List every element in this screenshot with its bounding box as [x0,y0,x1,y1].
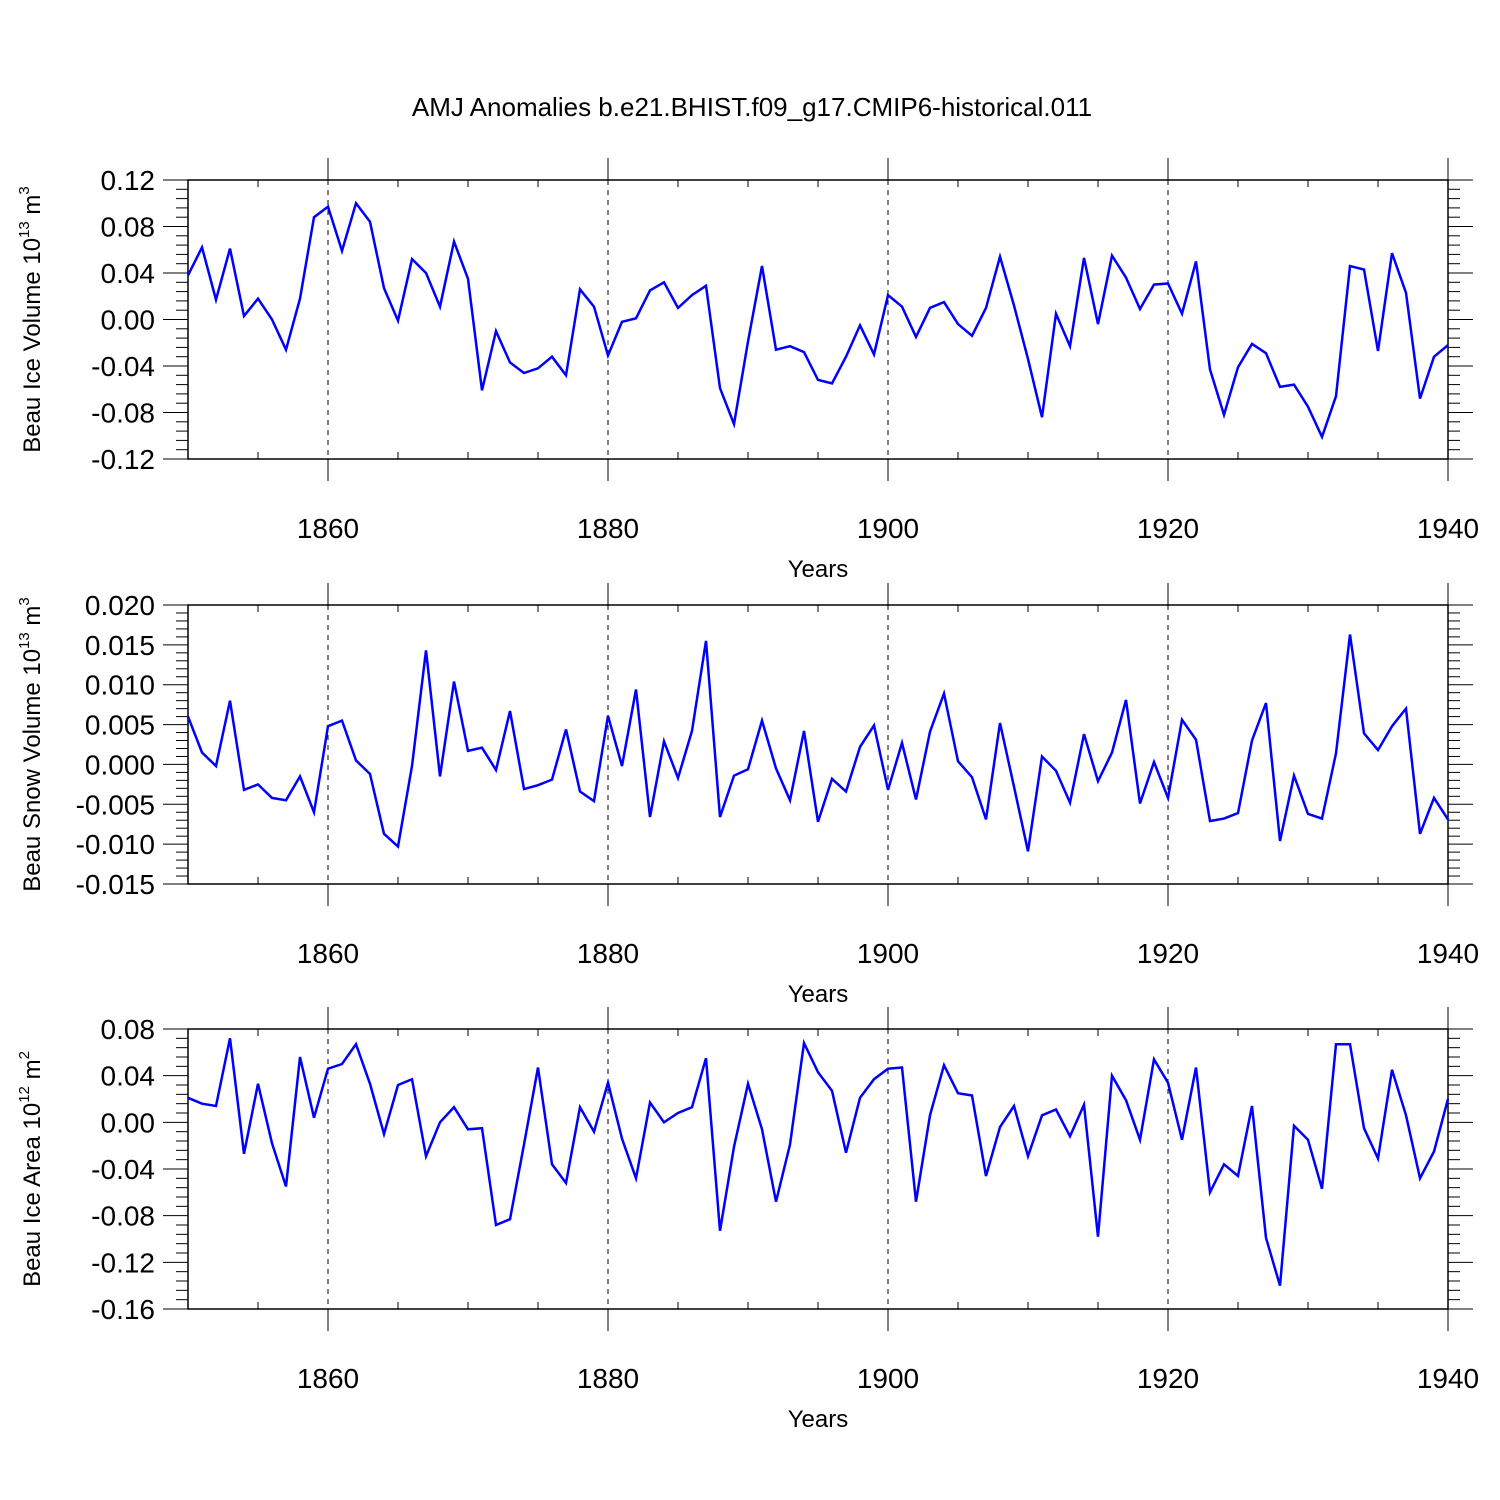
ytick-label: 0.000 [85,749,155,780]
ytick-label: -0.12 [91,1247,155,1278]
plot-frame [187,179,1449,460]
x-axis-label: Years [788,556,849,583]
ytick-label: 0.00 [101,305,156,336]
ytick-label: -0.04 [91,1154,155,1185]
series-line-snow-volume [186,634,1450,852]
ytick-label: -0.04 [91,351,155,382]
x-axis-label: Years [788,981,849,1008]
xtick-label: 1880 [577,513,639,544]
ytick-label: -0.005 [76,789,155,820]
plot-frame [187,604,1449,885]
panel-snow-volume: 0.020 0.015 0.010 0.005 0.000 -0.005 -0.010 -0.… [16,583,1479,1008]
ytick-label: -0.08 [91,1201,155,1232]
ytick-label: 0.00 [101,1107,156,1138]
series-line-ice-area [187,1038,1450,1287]
xtick-label: 1880 [577,1363,639,1394]
y-axis-label: Beau Ice Volume 1013 m3 [16,186,46,453]
ytick-label: -0.16 [91,1294,155,1325]
xtick-label: 1860 [297,513,359,544]
ytick-label: 0.020 [85,590,155,621]
chart-title: AMJ Anomalies b.e21.BHIST.f09_g17.CMIP6-… [412,92,1092,122]
series-line-ice-volume [186,200,1449,441]
ytick-label: 0.010 [85,670,155,701]
panel-ice-volume: 0.12 0.08 0.04 0.00 -0.04 -0.08 -0.12 1860 1880 1… [16,158,1479,583]
xtick-label: 1880 [577,938,639,969]
ytick-label: 0.12 [101,165,156,196]
ytick-label: 0.005 [85,710,155,741]
ytick-label: -0.08 [91,398,155,429]
panel-ice-area: 0.08 0.04 0.00 -0.04 -0.08 -0.12 -0.16 1860 1880… [16,1007,1479,1433]
ytick-label: 0.08 [101,1014,156,1045]
xtick-label: 1920 [1137,938,1199,969]
plot-frame [187,1028,1449,1310]
xtick-label: 1900 [857,1363,919,1394]
xtick-label: 1920 [1137,513,1199,544]
x-axis-label: Years [788,1406,849,1433]
xtick-label: 1860 [297,938,359,969]
xtick-label: 1900 [857,513,919,544]
ytick-label: 0.04 [101,258,156,289]
ytick-label: -0.015 [76,869,155,900]
ytick-label: 0.04 [101,1061,156,1092]
ytick-label: 0.08 [101,212,156,243]
y-axis-label: Beau Ice Area 1012 m2 [16,1051,46,1287]
xtick-label: 1940 [1417,1363,1479,1394]
ytick-label: 0.015 [85,630,155,661]
ytick-label: -0.010 [76,829,155,860]
xtick-label: 1920 [1137,1363,1199,1394]
ytick-label: -0.12 [91,444,155,475]
panels-container: 0.12 0.08 0.04 0.00 -0.04 -0.08 -0.12 1860 1880 1… [16,158,1479,1433]
xtick-label: 1940 [1417,938,1479,969]
xtick-label: 1900 [857,938,919,969]
xtick-label: 1860 [297,1363,359,1394]
xtick-label: 1940 [1417,513,1479,544]
y-axis-label: Beau Snow Volume 1013 m3 [16,597,46,892]
